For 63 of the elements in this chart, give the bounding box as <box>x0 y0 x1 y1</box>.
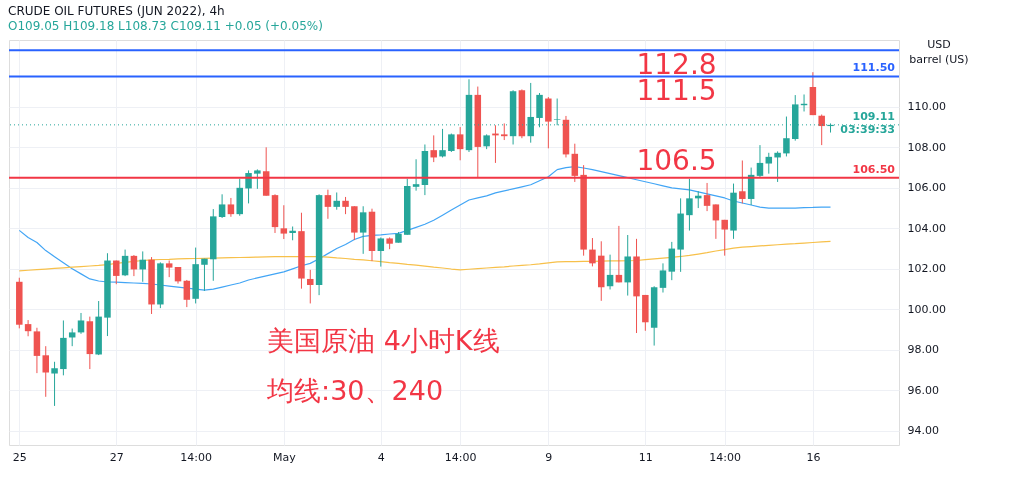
candlestick <box>24 319 32 337</box>
candlestick <box>765 152 773 175</box>
candlestick <box>756 144 764 179</box>
x-tick-label: 11 <box>638 450 653 464</box>
candlestick <box>377 236 385 268</box>
candlestick <box>703 182 711 212</box>
candlestick <box>42 345 49 398</box>
y-tick-label: 106.00 <box>907 181 946 195</box>
candlestick <box>139 250 146 283</box>
chart-subtitle: O109.05 H109.18 L108.73 C109.11 +0.05 (+0.05%) <box>8 19 323 33</box>
x-tick-label: 4 <box>377 450 385 464</box>
candlestick <box>686 178 693 232</box>
candlestick <box>218 193 226 219</box>
x-tick-label: 9 <box>545 450 553 464</box>
x-tick-label: May <box>272 450 297 464</box>
ref-line-label: 111.50 <box>852 61 896 75</box>
candlestick <box>77 312 85 335</box>
candlestick <box>774 150 781 183</box>
candlestick <box>739 159 746 204</box>
candlestick <box>412 158 420 192</box>
candlestick <box>245 169 252 204</box>
candlestick <box>571 143 579 183</box>
y-tick-label: 108.00 <box>907 140 946 154</box>
y-tick-label: 104.00 <box>907 221 946 235</box>
chart-title: CRUDE OIL FUTURES (JUN 2022), 4h <box>8 4 225 18</box>
candlestick <box>254 168 261 190</box>
candlestick <box>307 269 314 304</box>
x-tick-label: 25 <box>12 450 27 464</box>
candlestick <box>659 262 667 294</box>
candlestick <box>668 241 676 281</box>
y-tick-label: 98.00 <box>907 343 939 357</box>
y-tick-label: 96.00 <box>907 383 939 397</box>
ref-line-label: 109.11 03:39:33 <box>840 109 895 136</box>
candlestick <box>589 237 596 267</box>
y-tick-label: 100.00 <box>907 302 946 316</box>
candlestick <box>51 361 58 407</box>
candlestick <box>721 219 728 257</box>
annotation: 均线:30、240 <box>266 375 444 407</box>
candlestick <box>430 134 437 163</box>
candlestick <box>201 258 208 292</box>
candlestick <box>439 128 446 158</box>
ref-line-label: 106.50 <box>852 162 896 176</box>
candlestick <box>121 249 129 277</box>
annotation: 美国原油 4小时K线 <box>267 324 500 356</box>
y-tick-label: 110.00 <box>907 100 946 114</box>
x-tick-label: 14:00 <box>180 450 212 464</box>
x-tick-label: 14:00 <box>444 450 477 464</box>
candlestick <box>545 96 552 149</box>
candlestick <box>324 189 332 220</box>
candlestick <box>456 126 464 161</box>
y-tick-label: 102.00 <box>907 262 946 276</box>
y-tick-label: 94.00 <box>907 424 939 438</box>
candlestick <box>227 197 235 218</box>
candlestick <box>712 203 720 240</box>
x-tick-label: 14:00 <box>709 450 742 464</box>
x-tick-label: 16 <box>806 450 821 464</box>
y-axis-title: USD barrel (US) <box>909 38 969 66</box>
x-tick-label: 27 <box>109 450 124 464</box>
candlestick <box>280 204 288 240</box>
candlestick <box>818 114 825 146</box>
candlestick <box>183 279 191 308</box>
candlestick <box>359 205 367 255</box>
annotation: 106.5 <box>636 143 717 177</box>
